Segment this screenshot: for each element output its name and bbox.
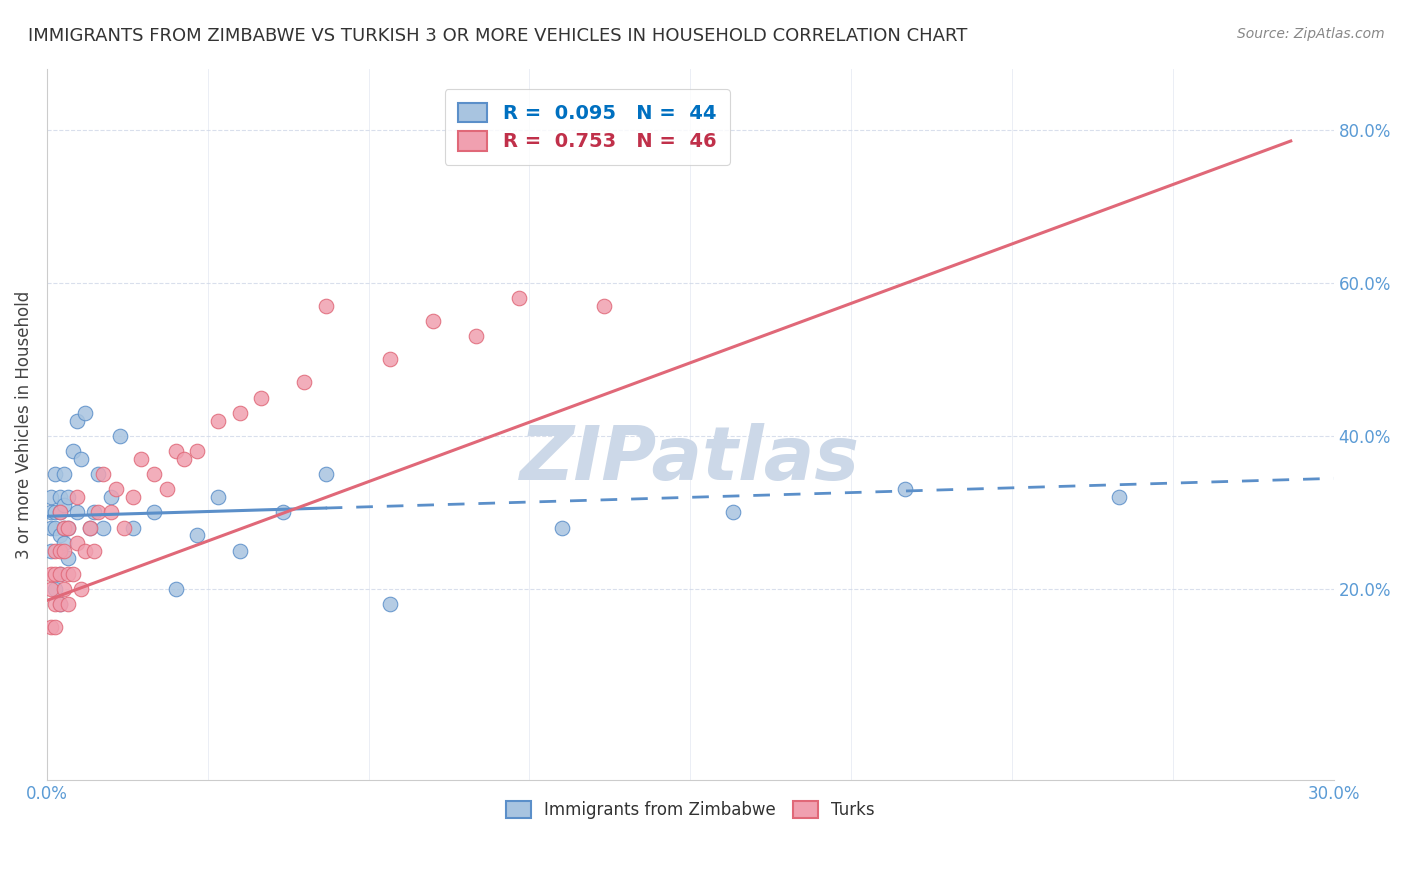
Point: [53, 536, 76, 550]
Point: [271, 505, 294, 519]
Point: [87, 467, 110, 482]
Point: [58, 566, 80, 581]
Point: [62, 566, 84, 581]
Point: [75, 543, 97, 558]
Point: [58, 521, 80, 535]
Point: [58, 521, 80, 535]
Point: [44, 582, 66, 596]
Point: [83, 543, 105, 558]
Point: [39, 582, 62, 596]
Point: [186, 444, 208, 458]
Point: [91, 521, 114, 535]
Point: [49, 505, 72, 519]
Point: [66, 536, 89, 550]
Point: [108, 429, 131, 443]
Point: [44, 505, 66, 519]
Point: [721, 505, 744, 519]
Point: [53, 543, 76, 558]
Point: [53, 498, 76, 512]
Point: [186, 528, 208, 542]
Point: [893, 483, 915, 497]
Point: [464, 329, 486, 343]
Point: [49, 566, 72, 581]
Point: [44, 467, 66, 482]
Point: [121, 521, 143, 535]
Point: [79, 521, 101, 535]
Point: [39, 521, 62, 535]
Point: [121, 490, 143, 504]
Text: Source: ZipAtlas.com: Source: ZipAtlas.com: [1237, 27, 1385, 41]
Point: [49, 505, 72, 519]
Point: [58, 490, 80, 504]
Point: [49, 543, 72, 558]
Point: [44, 597, 66, 611]
Point: [422, 314, 444, 328]
Point: [49, 597, 72, 611]
Point: [378, 597, 401, 611]
Point: [165, 582, 187, 596]
Point: [44, 543, 66, 558]
Point: [207, 490, 229, 504]
Point: [229, 543, 252, 558]
Point: [49, 528, 72, 542]
Point: [229, 406, 252, 420]
Point: [100, 505, 122, 519]
Point: [292, 376, 315, 390]
Point: [53, 582, 76, 596]
Point: [39, 566, 62, 581]
Y-axis label: 3 or more Vehicles in Household: 3 or more Vehicles in Household: [15, 290, 32, 558]
Point: [58, 597, 80, 611]
Point: [66, 490, 89, 504]
Point: [58, 551, 80, 566]
Point: [112, 521, 135, 535]
Point: [315, 467, 337, 482]
Point: [207, 414, 229, 428]
Point: [1108, 490, 1130, 504]
Point: [66, 505, 89, 519]
Point: [104, 483, 127, 497]
Point: [250, 391, 273, 405]
Point: [129, 451, 152, 466]
Point: [66, 414, 89, 428]
Point: [39, 620, 62, 634]
Point: [39, 543, 62, 558]
Point: [39, 505, 62, 519]
Point: [143, 505, 166, 519]
Point: [79, 521, 101, 535]
Point: [75, 406, 97, 420]
Point: [49, 490, 72, 504]
Point: [143, 467, 166, 482]
Text: IMMIGRANTS FROM ZIMBABWE VS TURKISH 3 OR MORE VEHICLES IN HOUSEHOLD CORRELATION : IMMIGRANTS FROM ZIMBABWE VS TURKISH 3 OR…: [28, 27, 967, 45]
Point: [44, 521, 66, 535]
Point: [83, 505, 105, 519]
Point: [87, 505, 110, 519]
Point: [508, 291, 530, 305]
Point: [70, 582, 93, 596]
Point: [49, 597, 72, 611]
Point: [165, 444, 187, 458]
Point: [53, 521, 76, 535]
Point: [100, 490, 122, 504]
Point: [39, 490, 62, 504]
Point: [62, 444, 84, 458]
Point: [49, 566, 72, 581]
Point: [53, 521, 76, 535]
Point: [44, 566, 66, 581]
Point: [53, 467, 76, 482]
Point: [593, 299, 616, 313]
Text: ZIPatlas: ZIPatlas: [520, 424, 860, 497]
Point: [550, 521, 572, 535]
Point: [156, 483, 179, 497]
Point: [315, 299, 337, 313]
Point: [91, 467, 114, 482]
Point: [173, 451, 195, 466]
Point: [44, 620, 66, 634]
Point: [378, 352, 401, 367]
Legend: Immigrants from Zimbabwe, Turks: Immigrants from Zimbabwe, Turks: [499, 794, 882, 825]
Point: [70, 451, 93, 466]
